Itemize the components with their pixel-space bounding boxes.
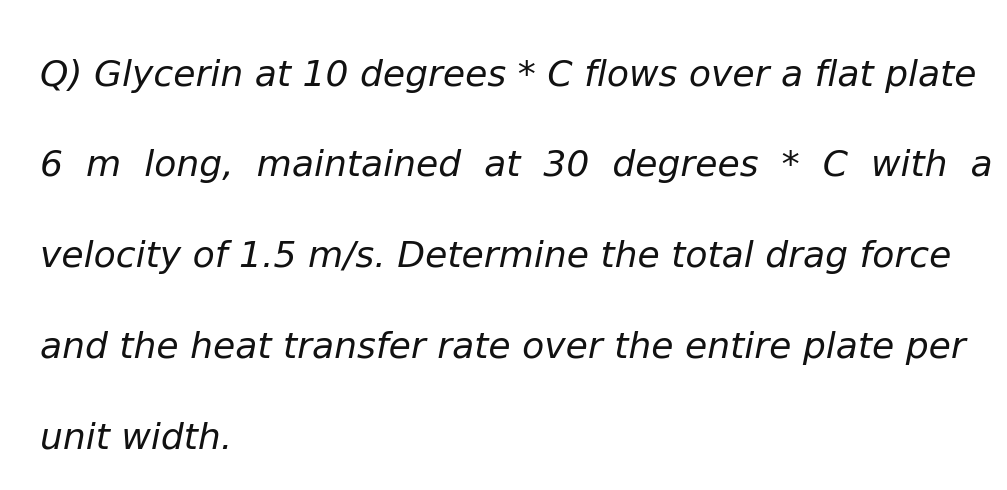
Text: Q) Glycerin at 10 degrees * C flows over a flat plate: Q) Glycerin at 10 degrees * C flows over… [40, 59, 977, 93]
Text: velocity of 1.5 m/s. Determine the total drag force: velocity of 1.5 m/s. Determine the total… [40, 240, 952, 274]
Text: unit width.: unit width. [40, 421, 233, 455]
Text: and the heat transfer rate over the entire plate per: and the heat transfer rate over the enti… [40, 331, 966, 365]
Text: 6  m  long,  maintained  at  30  degrees  *  C  with  a: 6 m long, maintained at 30 degrees * C w… [40, 149, 993, 183]
